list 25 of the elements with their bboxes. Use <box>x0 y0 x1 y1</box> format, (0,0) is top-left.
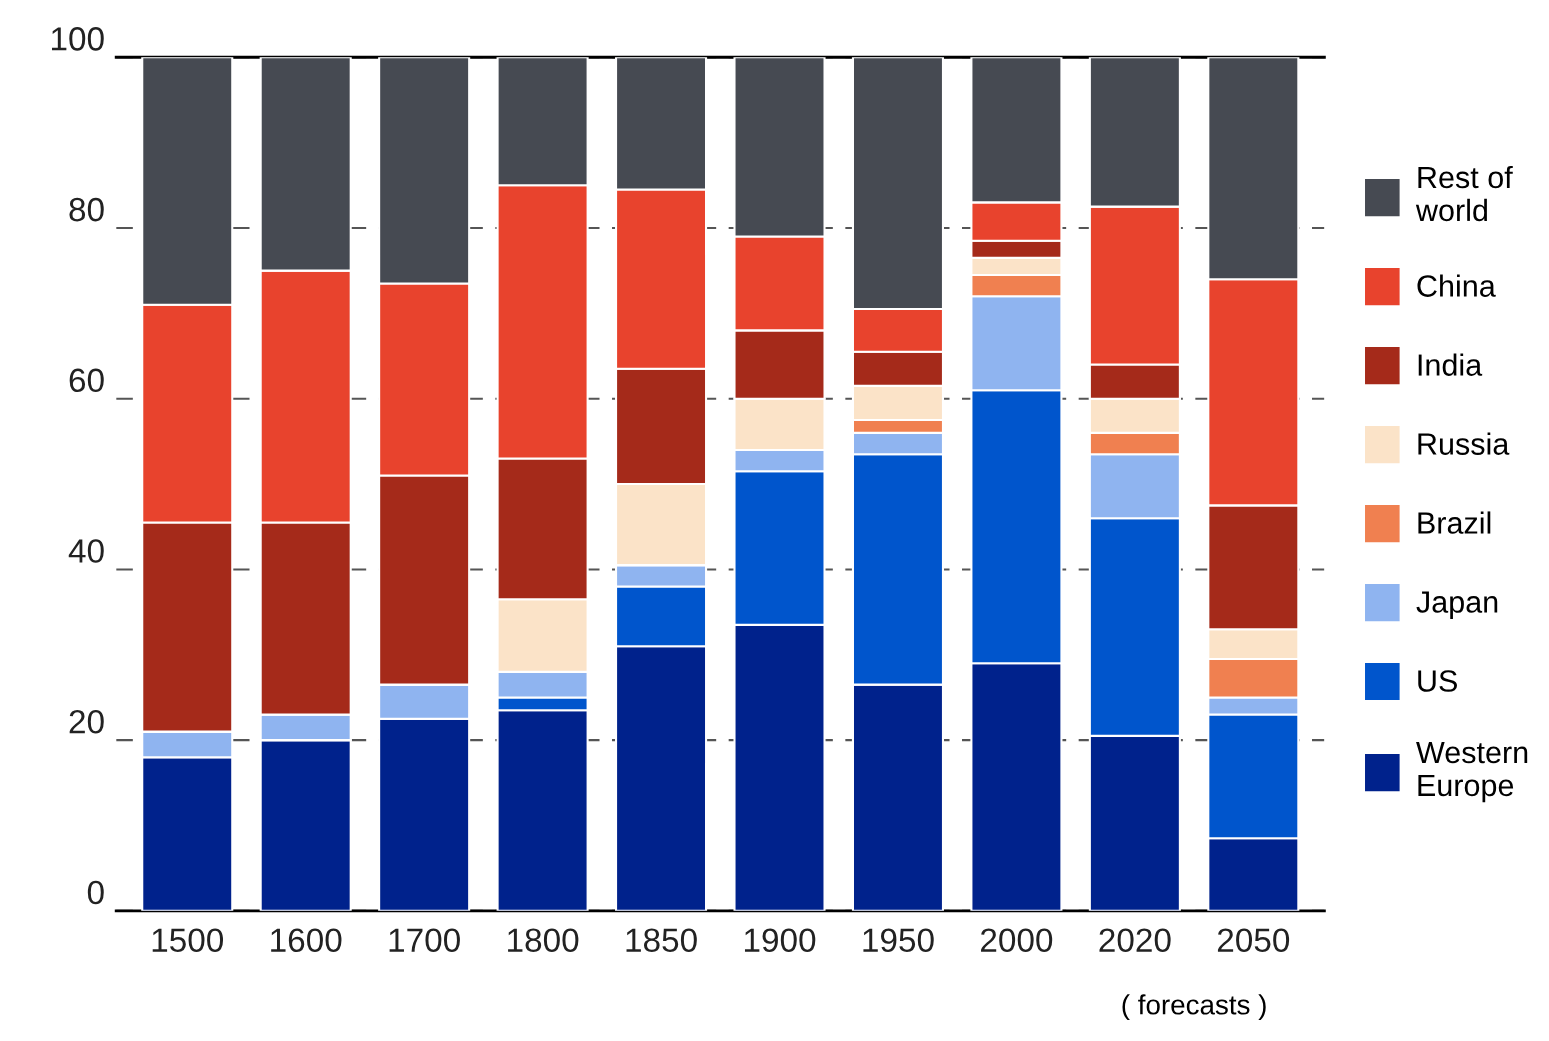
x-tick-label: 2050 <box>1217 928 1290 953</box>
legend-label: Rest of world <box>1415 165 1513 222</box>
legend-label: India <box>1418 353 1483 376</box>
y-tick-label: 100 <box>52 27 104 51</box>
y-tick-label: 40 <box>68 539 104 563</box>
x-tick-label: 2000 <box>981 928 1053 953</box>
y-tick-label: 80 <box>69 197 104 222</box>
x-tick-label: 1850 <box>626 928 697 953</box>
x-tick-label: 1500 <box>152 928 224 953</box>
legend-label: Russia <box>1418 432 1510 455</box>
legend-label: Western Europe <box>1416 742 1528 803</box>
x-tick-label: 1800 <box>508 928 579 953</box>
legend-label: China <box>1417 274 1496 297</box>
x-tick-label: 2020 <box>1099 928 1171 953</box>
text: ( forecasts ) <box>1122 994 1266 1021</box>
x-tick-label: 1600 <box>271 928 342 953</box>
y-tick-label: 0 <box>87 880 104 905</box>
legend-label: Brazil <box>1418 511 1491 534</box>
x-tick-label: 1950 <box>863 928 934 953</box>
y-tick-label: 20 <box>69 709 104 734</box>
legend-label: Japan <box>1416 591 1498 619</box>
y-tick-label: 60 <box>69 368 104 393</box>
x-tick-label: 1900 <box>744 928 816 953</box>
x-tick-label: 1700 <box>389 928 460 953</box>
legend-label: US <box>1418 670 1457 692</box>
